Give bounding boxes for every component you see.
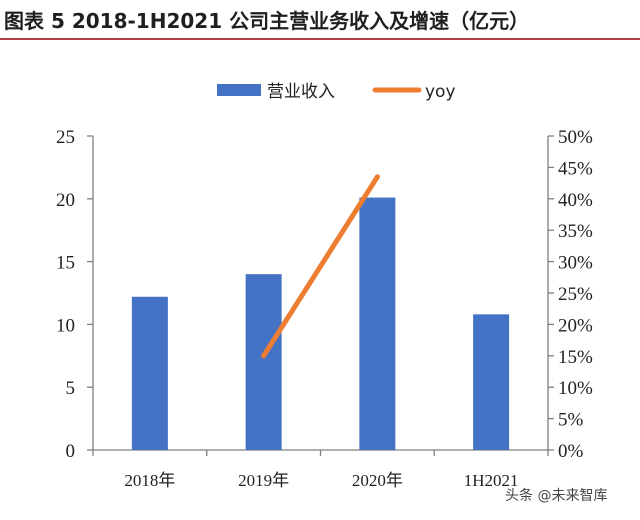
point-yoy [261, 353, 267, 359]
legend-label-bar: 营业收入 [267, 82, 335, 102]
x-tick-label: 2019年 [238, 471, 289, 490]
left-tick-label: 10 [56, 315, 75, 336]
left-tick-label: 20 [56, 190, 75, 211]
legend-label-line: yoy [425, 82, 456, 102]
x-tick-label: 2020年 [352, 471, 403, 490]
left-tick-label: 25 [56, 127, 75, 148]
bar-revenue [473, 314, 510, 450]
axis-labels: 0 5 10 15 20 25 0% 5% 10% 15% 20% 25% 30% 35% 40% 45% 50… [56, 127, 593, 490]
x-tick-label: 1H2021 [464, 471, 519, 490]
right-tick-label: 15% [558, 347, 593, 368]
left-tick-label: 15 [56, 253, 75, 274]
bar-revenue [245, 274, 282, 450]
legend-swatch-bar [217, 84, 261, 96]
title-divider [0, 38, 640, 40]
left-tick-label: 5 [66, 378, 76, 399]
right-tick-label: 5% [558, 410, 584, 431]
left-tick-label: 0 [66, 441, 76, 462]
right-tick-label: 10% [558, 378, 593, 399]
right-tick-label: 35% [558, 221, 593, 242]
bar-revenue [131, 296, 168, 450]
line-series [261, 174, 380, 359]
right-tick-label: 50% [558, 127, 593, 148]
bar-series [131, 197, 510, 450]
point-yoy [374, 174, 380, 180]
right-tick-label: 30% [558, 253, 593, 274]
right-tick-label: 45% [558, 158, 593, 179]
right-tick-label: 25% [558, 284, 593, 305]
right-tick-label: 40% [558, 190, 593, 211]
chart-title: 图表 5 2018-1H2021 公司主营业务收入及增速（亿元） [4, 9, 530, 33]
right-tick-label: 0% [558, 441, 584, 462]
right-tick-label: 20% [558, 315, 593, 336]
bar-revenue [359, 197, 396, 450]
watermark: 头条 @未来智库 [505, 487, 607, 504]
line-yoy [261, 174, 380, 359]
x-tick-label: 2018年 [124, 471, 175, 490]
legend: 营业收入 yoy [217, 82, 456, 102]
axes [87, 135, 554, 456]
